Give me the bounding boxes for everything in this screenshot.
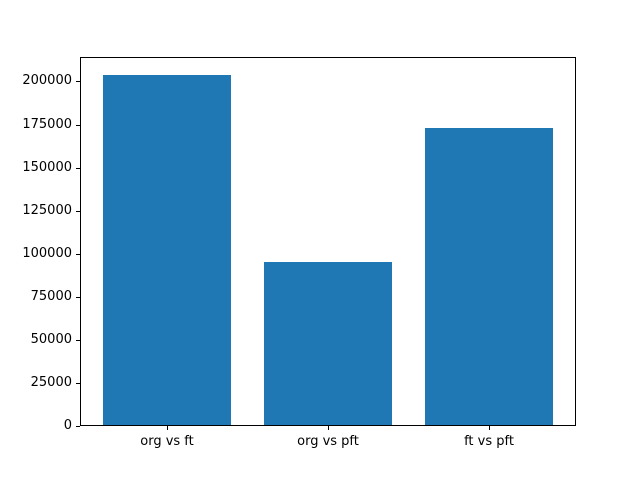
y-tick-mark: [76, 383, 80, 384]
x-tick-mark: [167, 426, 168, 430]
y-tick-mark: [76, 254, 80, 255]
bar-org-vs-pft: [263, 262, 393, 425]
y-tick-label: 200000: [22, 73, 72, 88]
y-tick-label: 100000: [22, 246, 72, 261]
y-tick-label: 50000: [30, 332, 72, 347]
y-tick-label: 25000: [30, 375, 72, 390]
y-tick-label: 150000: [22, 160, 72, 175]
x-tick-mark: [328, 426, 329, 430]
x-tick-label-org-vs-pft: org vs pft: [297, 434, 359, 449]
y-tick-label: 125000: [22, 203, 72, 218]
x-tick-label-org-vs-ft: org vs ft: [140, 434, 194, 449]
y-tick-mark: [76, 297, 80, 298]
bar-org-vs-ft: [102, 74, 232, 425]
y-tick-mark: [76, 340, 80, 341]
y-tick-mark: [76, 426, 80, 427]
bar-ft-vs-pft: [424, 127, 554, 425]
plot-area: [80, 57, 576, 426]
y-tick-mark: [76, 125, 80, 126]
y-tick-mark: [76, 168, 80, 169]
x-tick-label-ft-vs-pft: ft vs pft: [464, 434, 514, 449]
y-tick-mark: [76, 81, 80, 82]
y-tick-label: 175000: [22, 117, 72, 132]
y-tick-label: 75000: [30, 289, 72, 304]
y-tick-mark: [76, 211, 80, 212]
y-tick-label: 0: [63, 418, 72, 433]
x-tick-mark: [489, 426, 490, 430]
